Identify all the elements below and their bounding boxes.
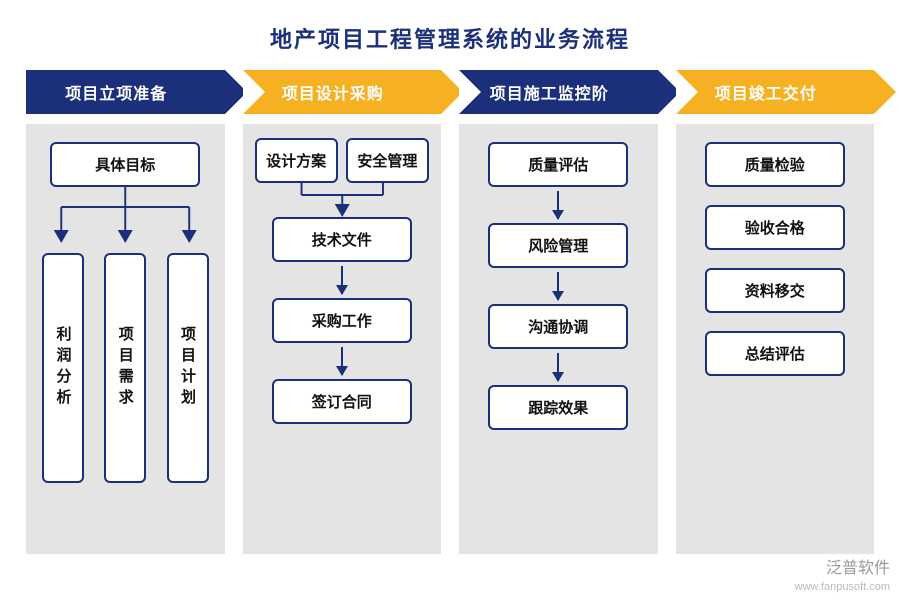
node-root-goal: 具体目标: [50, 142, 200, 187]
node-design-plan: 设计方案: [255, 138, 338, 183]
page-title: 地产项目工程管理系统的业务流程: [0, 0, 900, 70]
tree-connector: [38, 187, 213, 253]
watermark-brand: 泛普软件: [795, 559, 890, 580]
column-header-4: 项目竣工交付: [676, 70, 875, 114]
arrow-icon: [557, 353, 559, 381]
node-track-effect: 跟踪效果: [488, 385, 628, 430]
column-header-2: 项目设计采购: [243, 70, 442, 114]
arrow-icon: [557, 191, 559, 219]
panel-4: 质量检验 验收合格 资料移交 总结评估: [676, 124, 875, 554]
arrow-icon: [557, 272, 559, 300]
panel-3: 质量评估 风险管理 沟通协调 跟踪效果: [459, 124, 658, 554]
panel-1: 具体目标: [26, 124, 225, 554]
node-tech-docs: 技术文件: [272, 217, 412, 262]
column-2: 项目设计采购 设计方案 安全管理 技术文件 采购工作 签订: [243, 70, 442, 554]
arrow-icon: [341, 266, 343, 294]
arrow-icon: [341, 347, 343, 375]
node-sign-contract: 签订合同: [272, 379, 412, 424]
node-acceptance: 验收合格: [705, 205, 845, 250]
node-project-demand: 项目需求: [104, 253, 146, 483]
node-safety-mgmt: 安全管理: [346, 138, 429, 183]
node-risk-mgmt: 风险管理: [488, 223, 628, 268]
node-quality-check: 质量检验: [705, 142, 845, 187]
node-profit-analysis: 利润分析: [42, 253, 84, 483]
node-docs-handover: 资料移交: [705, 268, 845, 313]
column-1: 项目立项准备 具体目标: [26, 70, 225, 554]
column-3: 项目施工监控阶 质量评估 风险管理 沟通协调 跟踪效果: [459, 70, 658, 554]
node-communication: 沟通协调: [488, 304, 628, 349]
watermark-url: www.fanpusoft.com: [795, 580, 890, 594]
column-header-3: 项目施工监控阶: [459, 70, 658, 114]
columns-container: 项目立项准备 具体目标: [0, 70, 900, 554]
node-quality-eval: 质量评估: [488, 142, 628, 187]
node-procurement: 采购工作: [272, 298, 412, 343]
merge-connector: [255, 183, 430, 217]
node-project-plan: 项目计划: [167, 253, 209, 483]
panel-2: 设计方案 安全管理 技术文件 采购工作 签订合同: [243, 124, 442, 554]
column-4: 项目竣工交付 质量检验 验收合格 资料移交 总结评估: [676, 70, 875, 554]
watermark: 泛普软件 www.fanpusoft.com: [795, 559, 890, 594]
column-header-1: 项目立项准备: [26, 70, 225, 114]
node-summary-eval: 总结评估: [705, 331, 845, 376]
